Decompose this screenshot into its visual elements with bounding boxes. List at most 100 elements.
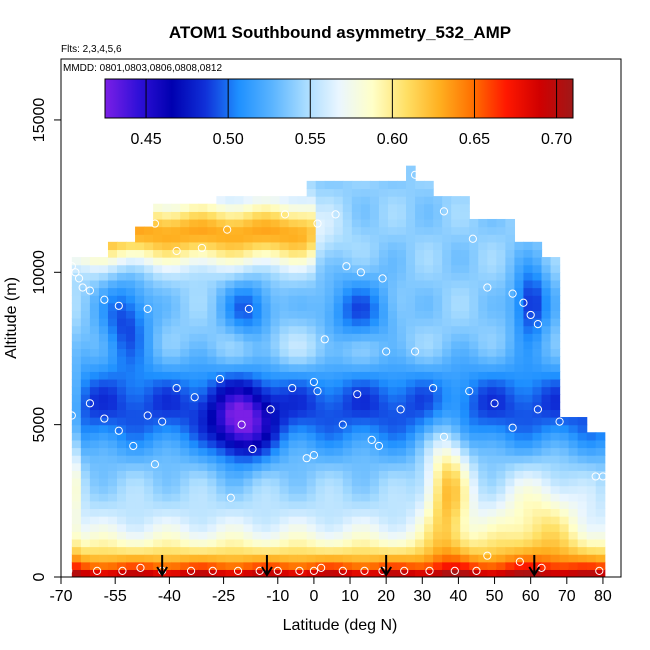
heatmap-cell [89,386,100,395]
heatmap-cell [333,356,344,365]
heatmap-cell [442,203,452,212]
heatmap-cell [387,264,398,273]
heatmap-cell [189,226,199,235]
heatmap-cell [406,340,416,350]
heatmap-cell [478,493,488,502]
heatmap-cell [369,424,380,433]
heatmap-cell [306,234,317,243]
heatmap-cell [505,371,516,380]
heatmap-cell [270,302,281,311]
heatmap-cell [153,401,163,411]
heatmap-field [71,165,606,577]
heatmap-cell [424,409,434,418]
heatmap-cell [261,348,272,357]
observation-point [71,268,80,277]
heatmap-cell [144,264,154,273]
heatmap-cell [270,432,281,441]
heatmap-cell [207,386,217,395]
heatmap-cell [532,546,543,555]
heatmap-cell [378,295,389,304]
heatmap-cell [442,394,452,403]
heatmap-cell [333,264,344,273]
heatmap-cell [397,417,407,426]
heatmap-cell [487,394,497,403]
heatmap-cell [234,516,245,525]
heatmap-cell [487,295,497,304]
heatmap-cell [189,295,199,304]
heatmap-cell [523,439,534,449]
heatmap-cell [478,485,488,494]
heatmap-cell [144,485,154,494]
heatmap-cell [162,257,172,266]
heatmap-cell [117,325,127,334]
heatmap-cell [144,432,154,441]
heatmap-cell [126,279,136,289]
heatmap-cell [71,279,82,289]
heatmap-cell [135,424,145,433]
heatmap-cell [433,196,443,205]
heatmap-cell [180,264,190,273]
heatmap-cell [342,538,353,548]
heatmap-cell [460,340,470,350]
heatmap-cell [351,477,362,487]
heatmap-cell [442,310,452,319]
heatmap-cell [107,561,118,570]
heatmap-cell [451,470,461,479]
heatmap-cell [216,295,226,304]
heatmap-cell [171,516,181,525]
heatmap-cell [433,356,443,365]
heatmap-cell [207,500,217,510]
heatmap-cell [397,493,407,502]
heatmap-cell [306,264,317,273]
heatmap-cell [478,394,488,403]
heatmap-cell [107,371,118,380]
heatmap-cell [306,295,317,304]
heatmap-cell [306,279,317,289]
heatmap-cell [577,508,588,517]
heatmap-cell [324,447,335,456]
heatmap-cell [107,241,118,251]
heatmap-cell [469,462,479,471]
heatmap-cell [225,310,236,319]
heatmap-cell [98,272,109,281]
heatmap-cell [523,363,534,372]
heatmap-cell [378,394,389,403]
heatmap-cell [451,569,461,577]
heatmap-cell [387,188,398,197]
heatmap-cell [369,462,380,471]
heatmap-cell [171,470,181,479]
heatmap-cell [342,249,353,258]
heatmap-cell [333,531,344,540]
heatmap-cell [198,462,208,471]
heatmap-cell [424,470,434,479]
heatmap-cell [406,257,416,266]
flight-markers [156,555,541,577]
heatmap-cell [387,340,398,350]
heatmap-cell [360,249,371,258]
heatmap-cell [415,439,425,449]
heatmap-cell [261,546,272,555]
heatmap-cell [216,470,226,479]
heatmap-cell [98,554,109,563]
heatmap-cell [297,531,308,540]
heatmap-cell [369,302,380,311]
heatmap-cell [333,363,344,372]
heatmap-cell [460,417,470,426]
heatmap-cell [586,447,597,456]
heatmap-cell [89,462,100,471]
heatmap-cell [577,462,588,471]
heatmap-cell [568,531,579,540]
heatmap-cell [306,211,317,220]
heatmap-cell [532,371,543,380]
heatmap-cell [324,554,335,563]
heatmap-cell [80,500,91,510]
heatmap-cell [424,378,434,388]
observation-point [382,347,391,356]
heatmap-cell [342,310,353,319]
heatmap-cell [71,508,82,517]
heatmap-cell [89,295,100,304]
heatmap-cell [225,272,236,281]
heatmap-cell [315,462,326,471]
heatmap-cell [198,477,208,487]
heatmap-cell [288,394,299,403]
